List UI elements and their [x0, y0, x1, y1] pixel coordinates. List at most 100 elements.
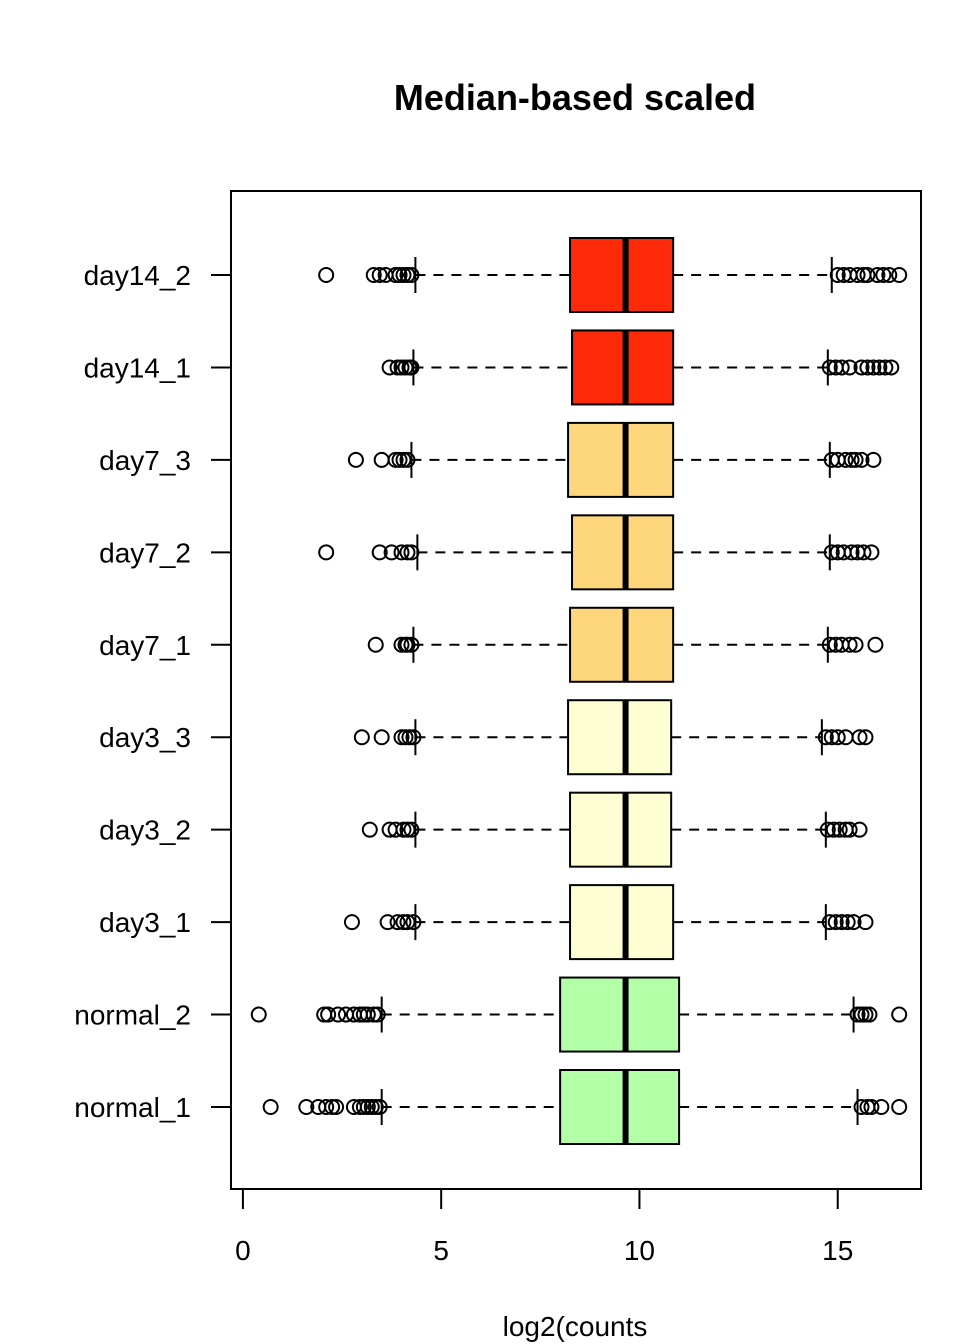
outlier-point: [383, 544, 400, 561]
x-tick-label: 15: [822, 1235, 853, 1266]
y-tick-label: day7_1: [99, 630, 191, 661]
outlier-point: [871, 359, 888, 376]
outlier-point: [853, 451, 870, 468]
outlier-point: [823, 544, 840, 561]
outlier-point: [318, 1099, 335, 1115]
outlier-point: [831, 821, 848, 838]
outlier-point: [855, 544, 872, 561]
outlier-point: [839, 914, 856, 931]
outlier-point: [859, 267, 876, 283]
outlier-point: [817, 729, 834, 746]
box-group: [250, 237, 908, 1145]
outlier-point: [387, 451, 404, 468]
iqr-box: [569, 791, 673, 868]
outlier-point: [857, 1006, 874, 1023]
box-day7_3: [347, 421, 882, 498]
outlier-point: [359, 1006, 376, 1023]
outlier-point: [399, 636, 416, 653]
outlier-point: [298, 1099, 315, 1115]
iqr-box: [569, 884, 675, 961]
outlier-point: [330, 1006, 347, 1023]
outlier-point: [389, 914, 406, 931]
outlier-point: [395, 451, 412, 468]
outlier-point: [365, 1006, 382, 1023]
outlier-point: [363, 1099, 380, 1115]
outlier-point: [863, 544, 880, 561]
outlier-point: [361, 821, 378, 838]
outlier-point: [318, 544, 335, 561]
outlier-point: [847, 636, 864, 653]
outlier-point: [328, 1099, 345, 1115]
y-tick-labels: day14_2 day14_1 day7_3 day7_2 day7_1 day3_3da…: [74, 260, 231, 1123]
outlier-point: [399, 914, 416, 931]
outlier-point: [369, 1006, 386, 1023]
outlier-point: [405, 914, 422, 931]
outlier-point: [397, 729, 414, 746]
outlier-point: [351, 1099, 368, 1115]
outlier-point: [343, 914, 360, 931]
box-day3_3: [353, 699, 874, 776]
outlier-point: [833, 914, 850, 931]
outlier-point: [827, 914, 844, 931]
box-day7_2: [318, 514, 880, 591]
outlier-point: [821, 636, 838, 653]
outlier-point: [373, 451, 390, 468]
outlier-point: [320, 1006, 337, 1023]
outlier-point: [367, 636, 384, 653]
outlier-point: [399, 451, 416, 468]
outlier-point: [829, 729, 846, 746]
outlier-point: [403, 544, 420, 561]
outlier-point: [399, 267, 416, 283]
y-tick-label: normal_1: [74, 1092, 191, 1123]
outlier-point: [891, 1006, 908, 1023]
outlier-point: [851, 729, 868, 746]
outlier-point: [877, 359, 894, 376]
outlier-point: [399, 821, 416, 838]
outlier-point: [853, 1099, 870, 1115]
box-day3_2: [361, 791, 868, 868]
iqr-box: [569, 606, 675, 683]
outlier-point: [891, 267, 908, 283]
outlier-point: [837, 451, 854, 468]
outlier-point: [403, 636, 420, 653]
chart-title: Median-based scaled: [394, 77, 756, 118]
y-tick-label: normal_2: [74, 1000, 191, 1031]
outlier-point: [379, 914, 396, 931]
outlier-point: [841, 359, 858, 376]
box-normal_1: [262, 1069, 908, 1145]
y-tick-label: day14_1: [84, 352, 191, 383]
y-tick-label: day3_1: [99, 907, 191, 938]
outlier-point: [867, 636, 884, 653]
outlier-point: [367, 1099, 384, 1115]
outlier-point: [829, 267, 846, 283]
outlier-point: [845, 914, 862, 931]
outlier-point: [861, 1006, 878, 1023]
outlier-point: [395, 267, 412, 283]
outlier-point: [393, 359, 410, 376]
outlier-point: [365, 267, 382, 283]
outlier-point: [347, 451, 364, 468]
outlier-point: [865, 359, 882, 376]
y-tick-label: day3_3: [99, 722, 191, 753]
outlier-point: [841, 636, 858, 653]
outlier-point: [821, 359, 838, 376]
outlier-point: [843, 544, 860, 561]
box-day14_1: [381, 329, 900, 406]
outlier-point: [819, 821, 836, 838]
y-tick-label: day3_2: [99, 815, 191, 846]
iqr-box: [559, 1069, 681, 1145]
outlier-point: [391, 267, 408, 283]
outlier-point: [847, 451, 864, 468]
outlier-point: [833, 359, 850, 376]
outlier-point: [391, 451, 408, 468]
iqr-box: [569, 237, 675, 313]
outlier-point: [405, 729, 422, 746]
box-day14_2: [318, 237, 908, 313]
outlier-point: [859, 359, 876, 376]
outlier-point: [821, 914, 838, 931]
outlier-point: [857, 914, 874, 931]
iqr-box: [567, 699, 673, 776]
outlier-point: [371, 267, 388, 283]
outlier-point: [403, 359, 420, 376]
